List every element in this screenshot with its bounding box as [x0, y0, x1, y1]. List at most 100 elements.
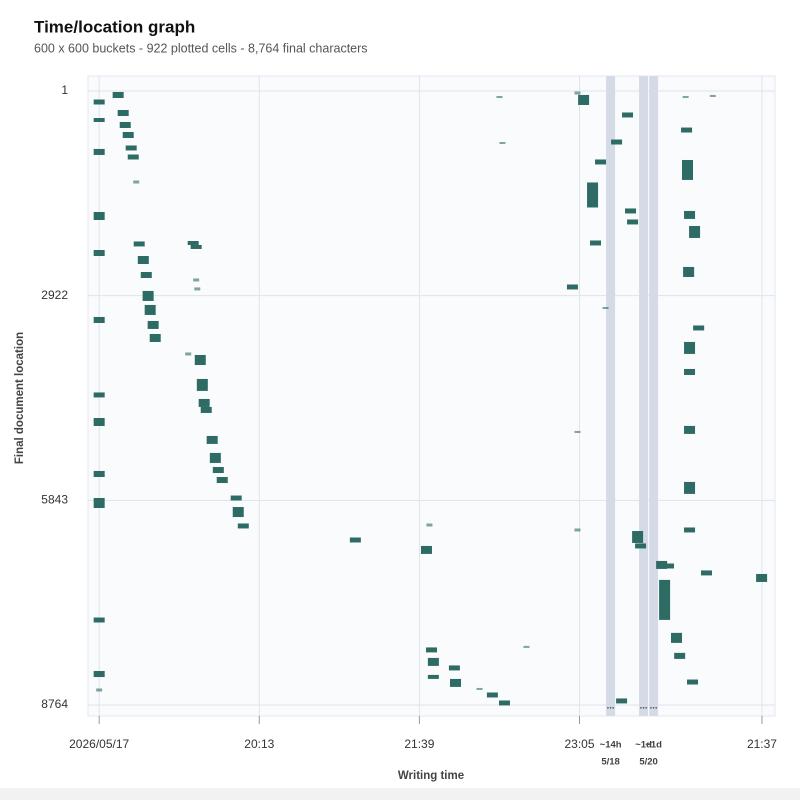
cell	[96, 688, 103, 692]
cell	[450, 678, 462, 687]
y-tick-label: 2922	[41, 288, 68, 302]
cell	[237, 523, 249, 529]
cell	[185, 352, 192, 356]
cell	[212, 466, 224, 474]
gap-band	[606, 76, 616, 716]
cell	[93, 148, 105, 155]
cell	[93, 617, 105, 623]
cell	[632, 530, 644, 543]
cell	[684, 210, 696, 219]
cell	[709, 94, 716, 97]
cell	[574, 91, 581, 95]
plot-area	[87, 75, 776, 717]
cell	[622, 112, 634, 118]
cell	[616, 698, 628, 704]
cell	[611, 139, 623, 145]
cell	[93, 418, 105, 426]
cell	[200, 406, 212, 413]
x-tick-label: 2026/05/17	[69, 737, 129, 751]
cell	[689, 225, 701, 238]
cell	[674, 652, 686, 659]
cell	[137, 256, 149, 264]
cell	[683, 266, 695, 277]
cell	[693, 325, 705, 331]
cell	[194, 287, 201, 291]
cell	[635, 543, 647, 549]
cell	[206, 435, 218, 444]
cell	[93, 470, 105, 478]
cell	[682, 96, 689, 99]
cell	[198, 398, 210, 407]
cell	[578, 94, 590, 105]
y-axis-label: Final document location	[14, 332, 26, 464]
cell	[93, 249, 105, 257]
footer-strip	[0, 788, 800, 800]
y-tick-label: 1	[61, 83, 68, 97]
cell	[194, 354, 206, 365]
cell	[687, 679, 699, 685]
cell	[230, 495, 242, 501]
cell	[209, 452, 221, 463]
cell	[193, 278, 200, 282]
cell	[93, 671, 105, 678]
date-label: 5/20	[639, 757, 658, 768]
gap-label: ~1d	[645, 740, 662, 751]
cell	[627, 219, 639, 225]
cell	[93, 212, 105, 220]
cell	[684, 481, 696, 494]
cell	[232, 507, 244, 518]
cell	[216, 477, 228, 484]
cell	[149, 333, 161, 342]
cell	[574, 528, 581, 532]
cell	[659, 579, 671, 620]
cell	[133, 180, 140, 184]
cell	[420, 545, 432, 554]
gap-marker: ...	[640, 701, 648, 712]
cell	[587, 182, 599, 208]
cell	[684, 368, 696, 375]
cell	[147, 320, 159, 329]
chart-subtitle: 600 x 600 buckets - 922 plotted cells - …	[34, 41, 368, 55]
cell	[684, 527, 696, 533]
cell	[127, 154, 139, 160]
cell	[756, 573, 768, 582]
cell	[602, 306, 609, 310]
cell	[187, 240, 199, 245]
cell	[93, 118, 105, 123]
chart-title: Time/location graph	[34, 17, 195, 36]
x-tick-label: 21:37	[747, 737, 777, 751]
y-tick-label: 8764	[41, 697, 68, 711]
cell	[486, 692, 498, 698]
x-tick-label: 21:39	[404, 737, 434, 751]
cell	[196, 378, 208, 391]
cell	[142, 290, 154, 301]
gap-marker: ...	[607, 701, 615, 712]
cell	[681, 159, 693, 180]
cell	[119, 121, 131, 128]
gap-band	[639, 76, 649, 716]
cell	[684, 341, 696, 354]
cell	[656, 560, 668, 569]
cell	[125, 145, 137, 151]
cell	[625, 208, 637, 214]
cell	[681, 127, 693, 133]
cell	[684, 425, 696, 434]
gap-label: ~14h	[600, 740, 622, 751]
date-label: 5/18	[601, 757, 620, 768]
gap-marker: ...	[650, 701, 658, 712]
cell	[700, 570, 712, 576]
cell	[427, 657, 439, 666]
cell	[117, 109, 129, 117]
cell	[663, 563, 675, 569]
cell	[144, 304, 156, 315]
cell	[426, 523, 433, 527]
x-axis-label: Writing time	[398, 770, 464, 782]
cell	[523, 645, 530, 648]
x-tick-label: 20:13	[244, 737, 274, 751]
cell	[93, 497, 105, 509]
cell	[93, 99, 105, 105]
cell	[349, 537, 361, 543]
cell	[595, 159, 607, 165]
